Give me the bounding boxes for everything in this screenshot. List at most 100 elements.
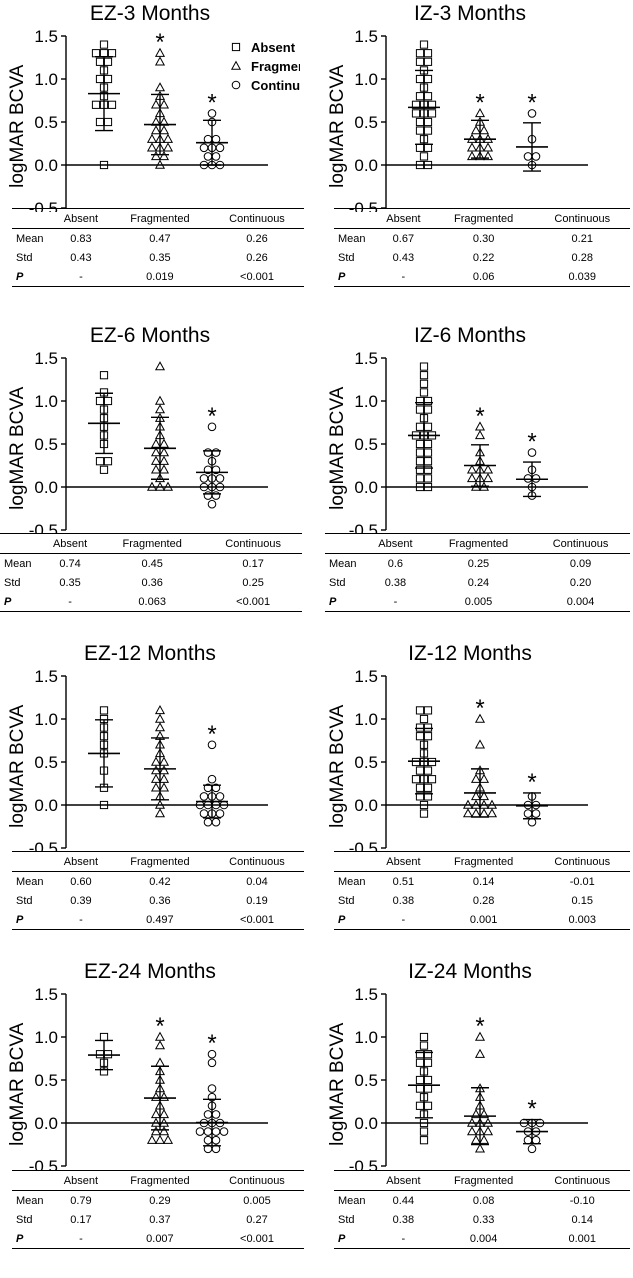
row-label: P [12, 267, 52, 287]
table-header-row: Absent Fragmented Continuous [12, 1170, 304, 1191]
data-point [415, 766, 425, 775]
data-point [419, 1136, 429, 1145]
table-cell: - [52, 267, 110, 287]
table-cell: - [374, 267, 433, 287]
data-point [207, 1084, 217, 1093]
data-point [154, 713, 166, 723]
row-label: Std [16, 894, 33, 907]
chart-panel: IZ-3 Months logMAR BCVA 1.5 1.0 0.5 0.0 -0.5 * *… [320, 0, 633, 318]
data-point [419, 809, 429, 818]
significance-star: * [207, 721, 216, 748]
data-point [95, 457, 105, 466]
data-point [211, 152, 221, 161]
data-point [95, 74, 105, 84]
data-point [203, 817, 213, 827]
table-cell: 0.74 [59, 557, 81, 570]
column-header: Continuous [534, 1170, 630, 1191]
y-tick-label: 0.0 [354, 796, 378, 815]
data-point [150, 438, 162, 448]
table-cell: 0.039 [534, 267, 630, 287]
y-tick-label: 1.0 [354, 70, 378, 89]
table-cell: 0.60 [70, 875, 92, 888]
significance-star: * [155, 1013, 164, 1040]
table-header-row: Absent Fragmented Continuous [12, 208, 304, 229]
data-point [423, 465, 433, 474]
data-point [415, 706, 425, 715]
data-point [415, 396, 425, 406]
data-point [423, 482, 433, 492]
table-row: Std 0.38 0.33 0.14 [334, 1210, 630, 1229]
column-header: Fragmented [432, 1170, 535, 1191]
data-point [415, 1101, 425, 1110]
legend-marker [231, 42, 241, 52]
table-cell: - [52, 910, 110, 930]
table-row: Mean 0.60 0.42 0.04 [12, 872, 304, 892]
data-point [423, 457, 433, 466]
data-point [527, 1144, 537, 1154]
table-row: P -0.497 <0.001 [12, 910, 304, 930]
table-cell: 0.09 [569, 557, 592, 570]
data-point [95, 117, 105, 127]
data-point [162, 481, 174, 491]
data-point [158, 782, 170, 792]
data-point [523, 474, 533, 483]
table-header-row: Absent Fragmented Continuous [0, 533, 302, 554]
data-point [215, 143, 225, 153]
y-tick-label: 0.5 [34, 435, 58, 454]
data-point [531, 809, 541, 818]
table-cell: 0.15 [571, 894, 593, 907]
data-point [415, 465, 425, 474]
data-point [195, 1127, 205, 1136]
table-row: Std 0.35 0.36 0.25 [0, 573, 302, 592]
data-point [531, 152, 541, 161]
data-point [482, 150, 494, 161]
table-row: P -0.005 0.004 [325, 592, 630, 612]
data-point [423, 92, 433, 101]
legend-marker [230, 60, 242, 70]
data-point [423, 474, 433, 483]
data-point [158, 1091, 170, 1101]
row-label: Std [338, 1213, 355, 1226]
y-tick-label: 1.0 [34, 710, 58, 729]
table-cell: 0.24 [467, 576, 490, 589]
table-corner [325, 533, 365, 554]
table-cell: 0.36 [149, 894, 171, 907]
data-point [466, 142, 478, 152]
data-point [423, 1058, 433, 1067]
data-point [415, 422, 425, 431]
data-point [107, 49, 117, 58]
data-point [91, 100, 101, 109]
y-tick-label: 1.5 [354, 985, 378, 1004]
column-header: Absent [52, 208, 110, 229]
data-point [150, 765, 162, 775]
scatter-plot: EZ-6 Months logMAR BCVA 1.5 1.0 0.5 0.0 -0.5 * [7, 324, 268, 534]
data-point [419, 371, 429, 380]
data-point [423, 723, 433, 732]
table-cell: 0.001 [432, 910, 535, 930]
table-cell: 0.47 [149, 232, 171, 245]
stats-table: Absent Fragmented Continuous Mean 0.51 0.14 -0… [334, 851, 630, 930]
y-axis-label: logMAR BCVA [327, 704, 348, 828]
data-point [531, 1135, 541, 1145]
data-point [154, 1057, 166, 1067]
data-point [423, 1084, 433, 1093]
y-tick-label: 0.0 [34, 478, 58, 497]
data-point [211, 1135, 221, 1145]
table-row: Std 0.39 0.36 0.19 [12, 891, 304, 910]
table-row: Mean 0.51 0.14 -0.01 [334, 872, 630, 892]
data-point [215, 482, 225, 492]
data-point [150, 125, 162, 135]
table-cell: 0.25 [242, 576, 264, 589]
table-cell: 0.35 [59, 576, 81, 589]
table-cell: 0.28 [472, 894, 495, 907]
data-point [527, 817, 537, 827]
chart-panel: IZ-24 Months logMAR BCVA 1.5 1.0 0.5 0.0 -0.5 *… [320, 958, 633, 1276]
data-point [415, 57, 425, 66]
data-point [427, 775, 437, 784]
y-tick-label: -0.5 [29, 521, 58, 534]
data-point [150, 756, 162, 766]
y-tick-label: 1.5 [34, 349, 58, 368]
row-label: Mean [338, 232, 366, 245]
column-header: Continuous [209, 1170, 304, 1191]
